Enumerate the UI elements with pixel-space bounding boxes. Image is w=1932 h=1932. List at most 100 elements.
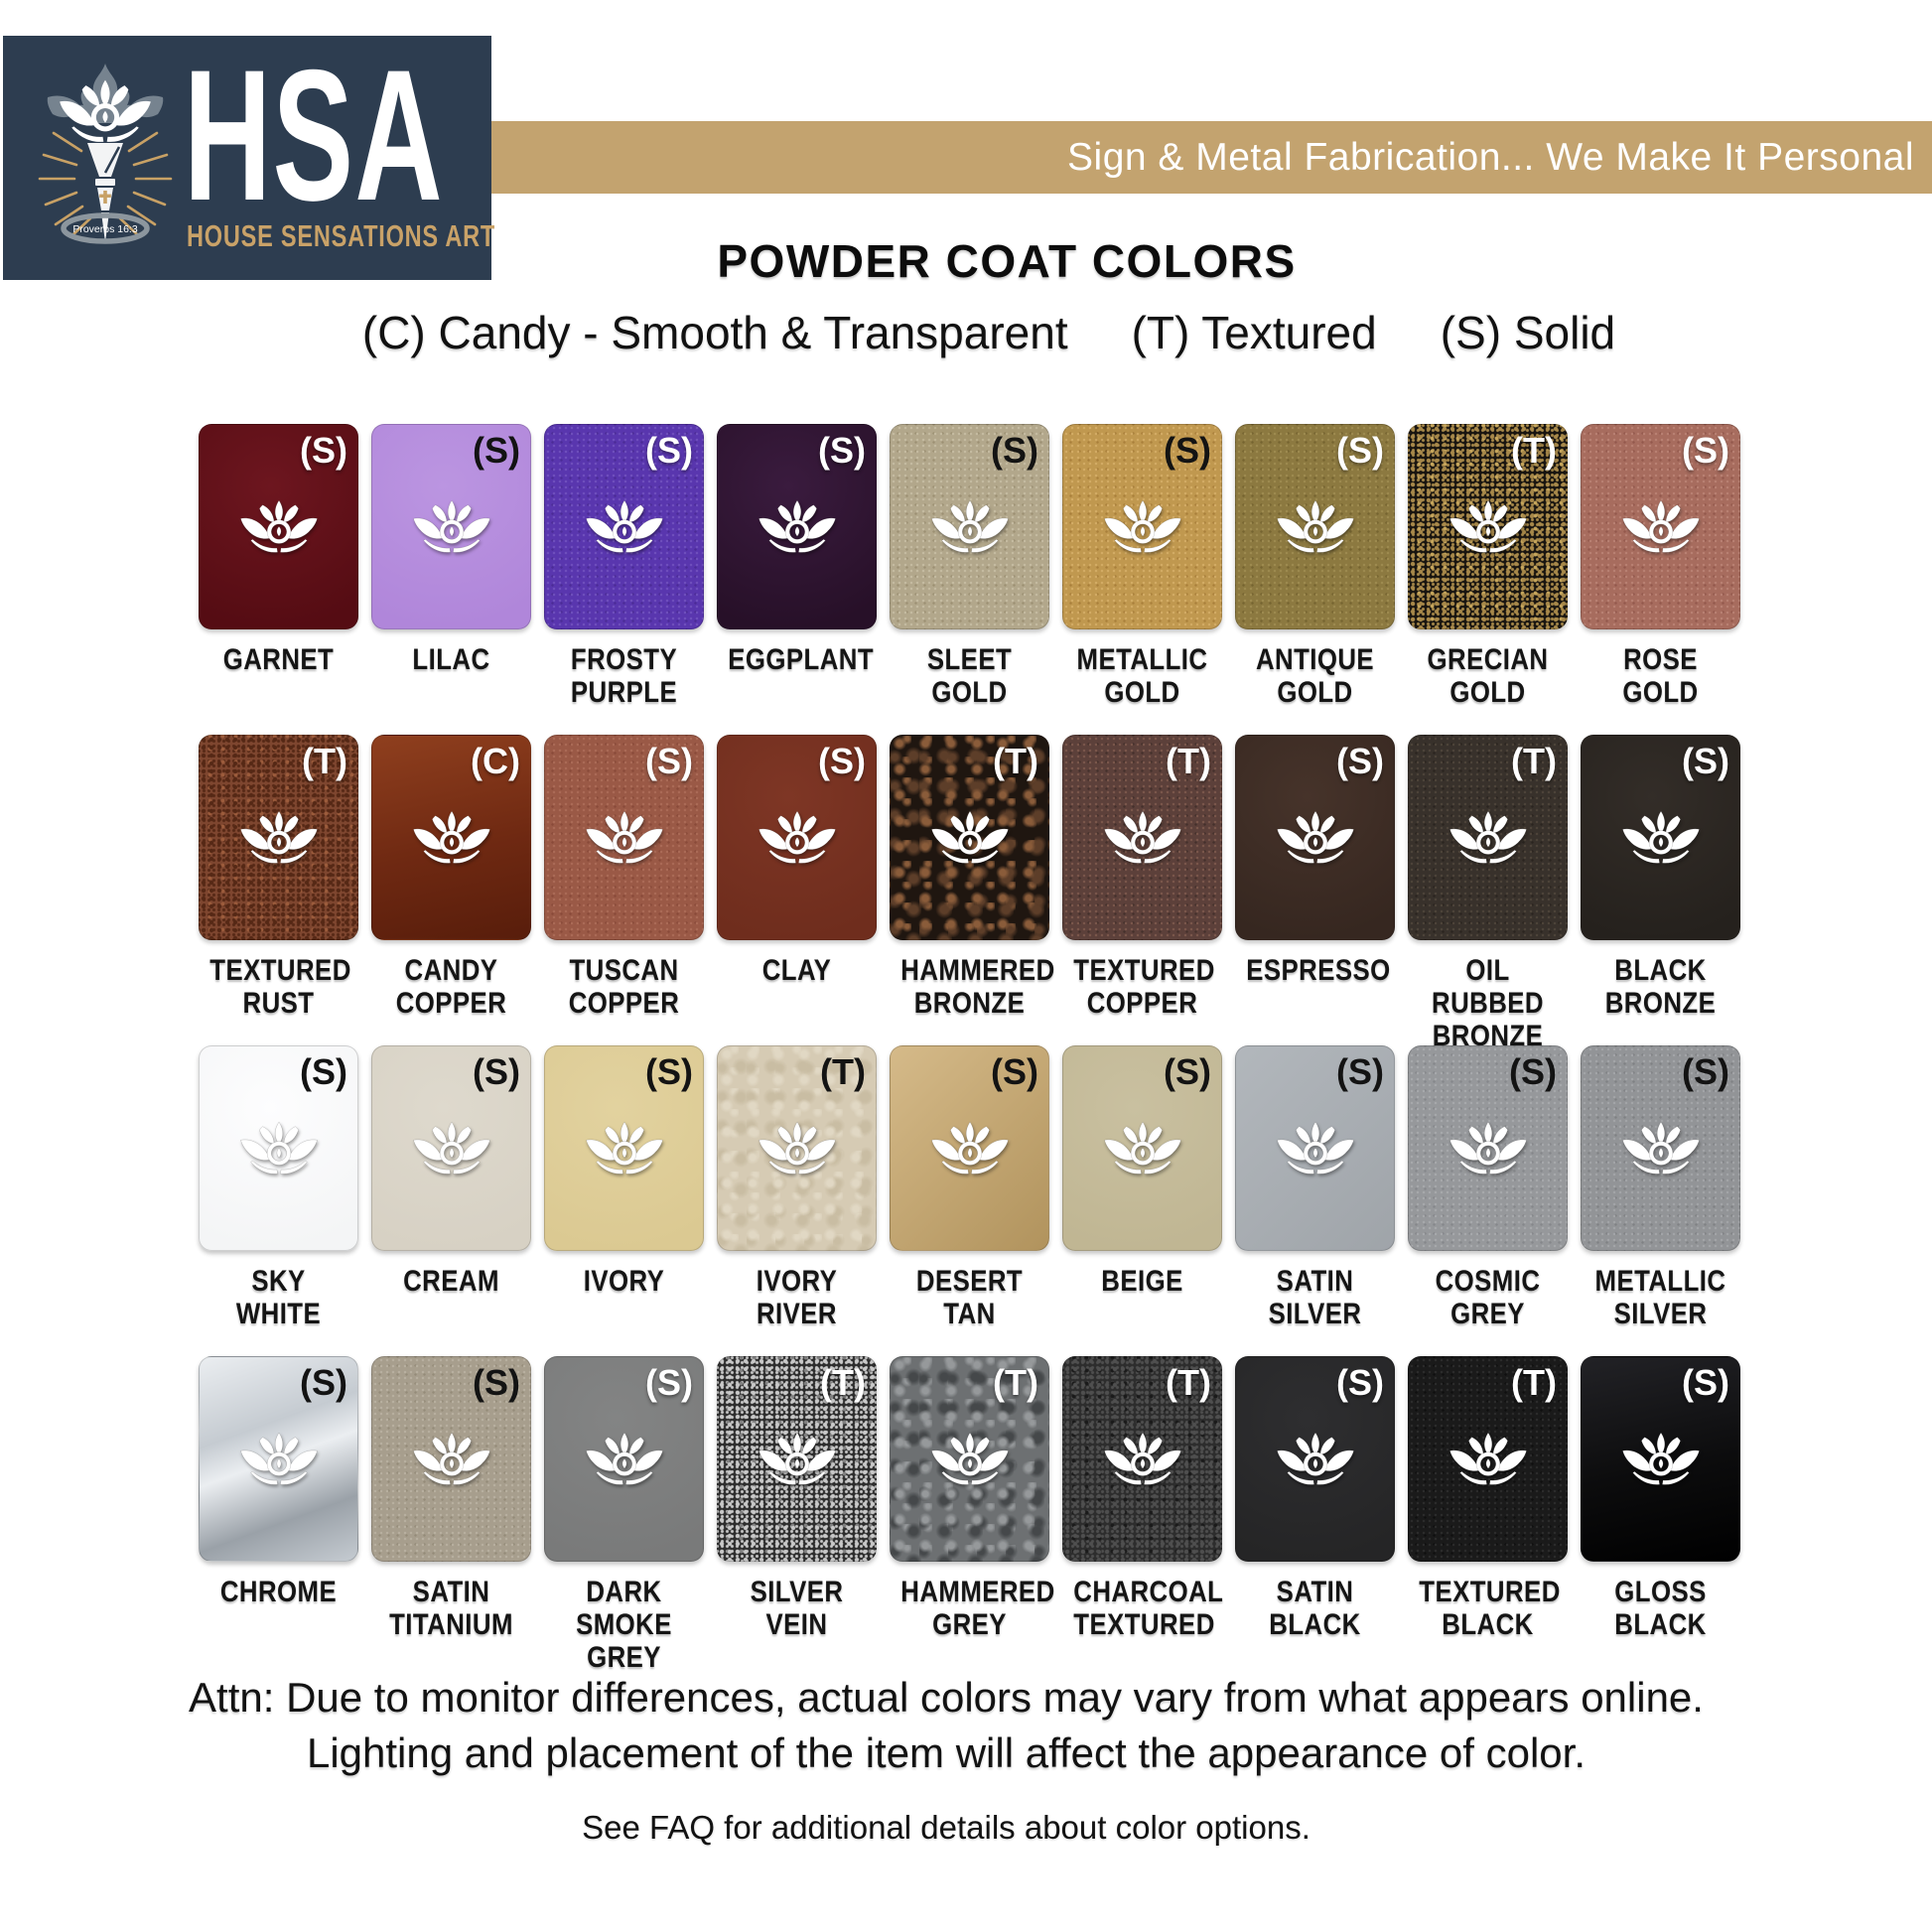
swatch-cell: (S) ESPRESSO — [1235, 735, 1395, 1045]
lotus-logo-icon — [237, 809, 321, 865]
swatch-label: DARK SMOKE GREY — [576, 1576, 672, 1674]
swatch-cell: (C) CANDY COPPER — [371, 735, 531, 1045]
finish-badge: (S) — [1336, 430, 1384, 471]
color-swatch: (S) — [371, 1045, 531, 1251]
logo-acronym: HSA — [184, 31, 444, 239]
lotus-logo-icon — [1101, 809, 1184, 865]
lotus-logo-icon — [1619, 809, 1703, 865]
color-swatch: (S) — [544, 1045, 704, 1251]
finish-badge: (T) — [302, 741, 347, 781]
color-swatch: (S) — [1235, 424, 1395, 629]
legend-item-textured: (T) Textured — [1131, 307, 1377, 358]
swatch-cell: (S) DARK SMOKE GREY — [544, 1356, 704, 1674]
lotus-logo-icon — [1447, 1431, 1530, 1486]
finish-badge: (S) — [1682, 741, 1729, 781]
finish-badge: (S) — [300, 430, 347, 471]
swatch-label: ROSE GOLD — [1622, 643, 1699, 709]
finish-legend: (C) Candy - Smooth & Transparent (T) Tex… — [23, 306, 1932, 359]
swatch-label: CHROME — [219, 1576, 338, 1608]
swatch-cell: (S) DESERT TAN — [890, 1045, 1049, 1356]
finish-badge: (S) — [1336, 741, 1384, 781]
swatch-label: SKY WHITE — [235, 1265, 322, 1330]
swatch-label: SILVER VEIN — [750, 1576, 844, 1641]
color-swatch: (S) — [890, 1045, 1049, 1251]
swatch-cell: (S) METALLIC SILVER — [1581, 1045, 1740, 1356]
swatch-cell: (S) ROSE GOLD — [1581, 424, 1740, 735]
finish-badge: (S) — [645, 1362, 693, 1403]
lotus-logo-icon — [410, 1120, 493, 1175]
swatch-cell: (T) TEXTURED COPPER — [1062, 735, 1222, 1045]
swatch-cell: (T) OIL RUBBED BRONZE — [1408, 735, 1568, 1052]
color-swatch: (S) — [1581, 1045, 1740, 1251]
swatch-label: IVORY — [583, 1265, 665, 1298]
color-swatch: (T) — [1062, 1356, 1222, 1562]
swatch-label: ANTIQUE GOLD — [1255, 643, 1375, 709]
lotus-logo-icon — [237, 498, 321, 554]
color-swatch: (S) — [1062, 1045, 1222, 1251]
finish-badge: (S) — [473, 430, 520, 471]
color-swatch: (T) — [1408, 735, 1568, 940]
lotus-logo-icon — [928, 809, 1012, 865]
swatch-cell: (S) METALLIC GOLD — [1062, 424, 1222, 735]
lotus-logo-icon — [583, 1431, 666, 1486]
finish-badge: (T) — [1166, 1362, 1211, 1403]
color-swatch: (T) — [717, 1045, 877, 1251]
banner-text: Sign & Metal Fabrication... We Make It P… — [1067, 135, 1914, 179]
swatch-cell: (T) HAMMERED BRONZE — [890, 735, 1054, 1045]
lotus-logo-icon — [1619, 498, 1703, 554]
finish-badge: (T) — [993, 1362, 1038, 1403]
swatch-cell: (T) CHARCOAL TEXTURED — [1062, 1356, 1224, 1667]
lotus-logo-icon — [756, 498, 839, 554]
finish-badge: (S) — [1682, 430, 1729, 471]
swatch-cell: (S) GLOSS BLACK — [1581, 1356, 1740, 1667]
color-swatch: (S) — [371, 424, 531, 629]
color-swatch: (S) — [717, 735, 877, 940]
finish-badge: (T) — [820, 1051, 866, 1092]
swatch-label: ESPRESSO — [1246, 954, 1391, 987]
swatch-label: METALLIC SILVER — [1594, 1265, 1726, 1330]
swatch-label: TEXTURED COPPER — [1073, 954, 1215, 1020]
finish-badge: (C) — [471, 741, 520, 781]
swatch-cell: (S) GARNET — [199, 424, 358, 735]
header-logo: Proverbs 16:3 HSA HOUSE SENSATIONS ART — [3, 31, 494, 280]
logo-verse: Proverbs 16:3 — [72, 223, 138, 235]
lotus-logo-icon — [1101, 1431, 1184, 1486]
swatch-label: TEXTURED BLACK — [1419, 1576, 1561, 1641]
page-title: POWDER COAT COLORS — [717, 235, 1297, 287]
swatch-cell: (S) CREAM — [371, 1045, 531, 1356]
lotus-logo-icon — [1447, 809, 1530, 865]
lotus-logo-icon — [1274, 809, 1357, 865]
color-swatch: (S) — [1235, 735, 1395, 940]
lotus-logo-icon — [1101, 498, 1184, 554]
swatch-label: SATIN BLACK — [1269, 1576, 1361, 1641]
swatch-label: CHARCOAL TEXTURED — [1073, 1576, 1224, 1641]
swatch-cell: (S) BEIGE — [1062, 1045, 1222, 1356]
color-swatch: (T) — [717, 1356, 877, 1562]
swatch-cell: (S) SATIN BLACK — [1235, 1356, 1395, 1667]
swatch-label: SATIN TITANIUM — [389, 1576, 513, 1641]
lotus-logo-icon — [756, 1431, 839, 1486]
color-swatch: (T) — [1062, 735, 1222, 940]
lotus-logo-icon — [583, 809, 666, 865]
color-swatch: (S) — [544, 424, 704, 629]
swatch-cell: (T) TEXTURED RUST — [199, 735, 358, 1045]
color-swatch: (S) — [544, 1356, 704, 1562]
color-swatch: (S) — [544, 735, 704, 940]
lotus-logo-icon — [410, 498, 493, 554]
swatch-cell: (T) HAMMERED GREY — [890, 1356, 1054, 1667]
finish-badge: (T) — [1166, 741, 1211, 781]
footer-notice-line2: Lighting and placement of the item will … — [306, 1729, 1587, 1776]
finish-badge: (S) — [1682, 1362, 1729, 1403]
lotus-logo-icon — [410, 1431, 493, 1486]
lotus-logo-icon — [928, 1431, 1012, 1486]
swatch-cell: (S) SLEET GOLD — [890, 424, 1049, 735]
lotus-logo-icon — [583, 498, 666, 554]
lotus-logo-icon — [756, 1120, 839, 1175]
color-swatch: (T) — [199, 735, 358, 940]
swatch-cell: (S) ANTIQUE GOLD — [1235, 424, 1395, 735]
lotus-logo-icon — [1619, 1120, 1703, 1175]
legend-item-candy: (C) Candy - Smooth & Transparent — [361, 307, 1068, 358]
swatch-cell: (S) TUSCAN COPPER — [544, 735, 704, 1045]
lotus-logo-icon — [237, 1431, 321, 1486]
